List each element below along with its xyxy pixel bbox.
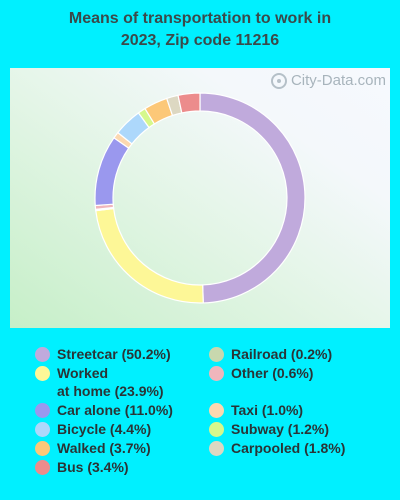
legend-item: Other (0.6%) bbox=[209, 364, 313, 382]
legend-item: Car alone (11.0%) bbox=[35, 401, 173, 419]
legend-item: Taxi (1.0%) bbox=[209, 401, 303, 419]
legend-label: Bus (3.4%) bbox=[57, 459, 129, 475]
legend-item: Subway (1.2%) bbox=[209, 420, 329, 438]
watermark: City-Data.com bbox=[270, 72, 386, 89]
donut-slice-car-alone bbox=[94, 136, 130, 207]
legend-label: Car alone (11.0%) bbox=[57, 402, 173, 418]
chart-title-line2: 2023, Zip code 11216 bbox=[120, 32, 280, 49]
legend-label: Taxi (1.0%) bbox=[231, 402, 304, 418]
legend-swatch bbox=[209, 366, 224, 381]
legend-swatch bbox=[35, 403, 50, 418]
search-icon bbox=[270, 72, 287, 89]
chart-title-line1: Means of transportation to work in bbox=[68, 10, 332, 27]
legend-label: Worked at home (23.9%) bbox=[57, 365, 164, 399]
legend-swatch bbox=[35, 441, 50, 456]
legend-item: Walked (3.7%) bbox=[35, 439, 151, 457]
legend-swatch bbox=[35, 347, 50, 362]
legend-label: Railroad (0.2%) bbox=[231, 346, 333, 362]
legend-item: Carpooled (1.8%) bbox=[209, 439, 345, 457]
legend-swatch bbox=[209, 403, 224, 418]
legend-swatch bbox=[35, 366, 50, 381]
legend-swatch bbox=[209, 441, 224, 456]
donut-slice-worked-at-home bbox=[95, 207, 204, 304]
legend-item: Streetcar (50.2%) bbox=[35, 345, 171, 363]
legend-label: Bicycle (4.4%) bbox=[57, 421, 152, 437]
legend-label: Carpooled (1.8%) bbox=[231, 440, 346, 456]
legend-swatch bbox=[35, 422, 50, 437]
chart-title: Means of transportation to work in 2023,… bbox=[0, 8, 400, 52]
legend-label: Subway (1.2%) bbox=[231, 421, 330, 437]
legend-swatch bbox=[209, 347, 224, 362]
legend-label: Other (0.6%) bbox=[231, 365, 314, 381]
legend-label: Streetcar (50.2%) bbox=[57, 346, 171, 362]
legend-item: Bus (3.4%) bbox=[35, 458, 129, 476]
donut-slice-bus bbox=[177, 92, 201, 114]
legend-swatch bbox=[209, 422, 224, 437]
donut-slice-streetcar bbox=[199, 92, 306, 304]
legend-swatch bbox=[35, 460, 50, 475]
legend: Streetcar (50.2%) Worked at home (23.9%) C… bbox=[0, 345, 400, 495]
donut-chart bbox=[94, 92, 306, 304]
legend-item: Worked at home (23.9%) bbox=[35, 364, 164, 400]
watermark-text: City-Data.com bbox=[290, 72, 386, 89]
legend-item: Railroad (0.2%) bbox=[209, 345, 332, 363]
legend-item: Bicycle (4.4%) bbox=[35, 420, 151, 438]
legend-label: Walked (3.7%) bbox=[57, 440, 151, 456]
